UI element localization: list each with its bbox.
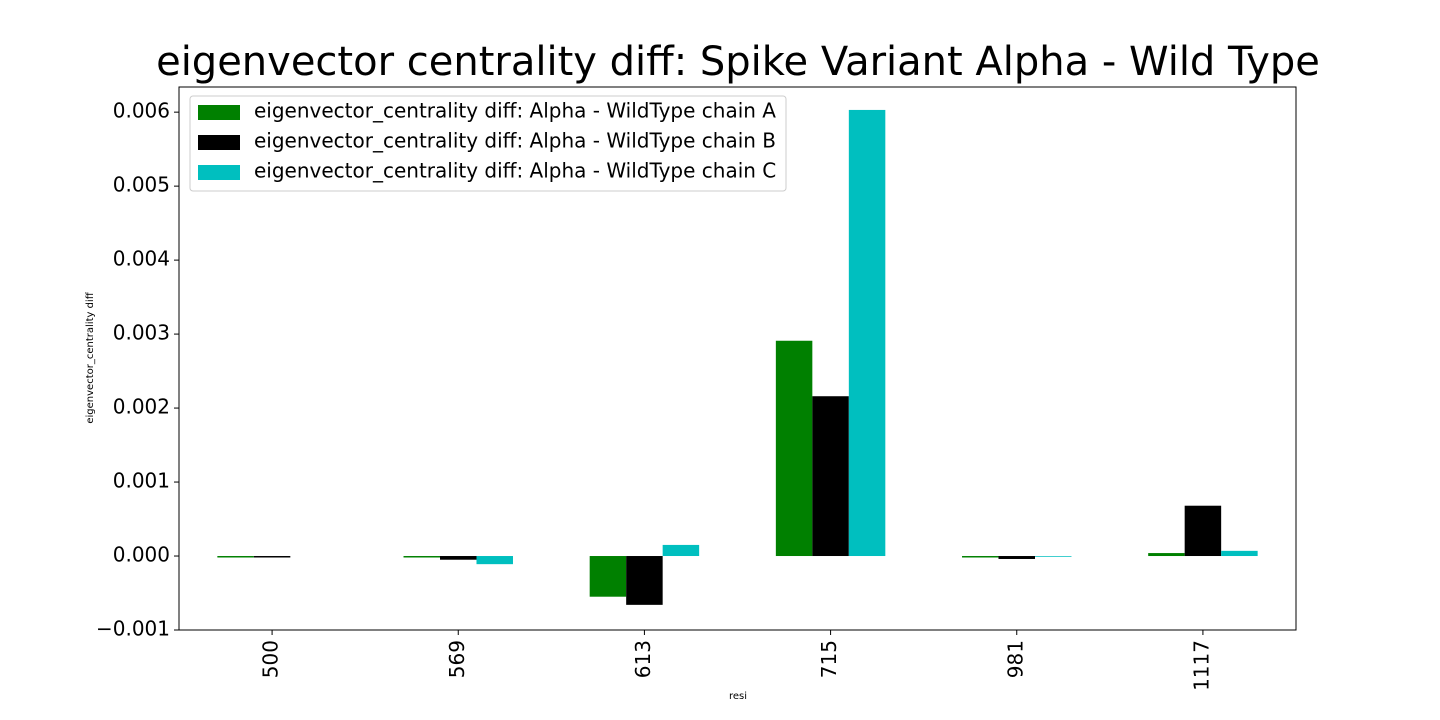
y-tick-label: 0.001 [113, 469, 170, 493]
legend-box [189, 95, 787, 192]
bar [403, 556, 441, 558]
bar [476, 556, 513, 565]
bar [626, 556, 663, 605]
x-tick-label: 500 [259, 640, 283, 678]
y-tick-label: 0.003 [113, 321, 170, 345]
chart-title: eigenvector centrality diff: Spike Varia… [156, 39, 1320, 85]
legend-label: eigenvector_centrality diff: Alpha - Wil… [254, 129, 776, 153]
legend-swatch [198, 135, 240, 150]
x-tick-label: 569 [445, 640, 469, 678]
y-tick-label: 0.000 [113, 543, 170, 567]
legend-label: eigenvector_centrality diff: Alpha - Wil… [254, 159, 776, 183]
plot-frame [178, 86, 1297, 631]
x-tick-label: 715 [817, 640, 841, 678]
x-tick-label: 613 [631, 640, 655, 678]
y-tick-label: −0.001 [96, 617, 170, 641]
bar [1221, 550, 1258, 557]
x-axis-label: resi [729, 691, 747, 702]
y-tick-label: 0.005 [113, 173, 170, 197]
bar [1034, 556, 1072, 557]
y-tick-label: 0.002 [113, 395, 170, 419]
bar [217, 556, 254, 558]
bar [662, 544, 700, 557]
bar [253, 556, 291, 558]
bar [1148, 553, 1185, 557]
legend-label: eigenvector_centrality diff: Alpha - Wil… [254, 99, 776, 123]
legend-swatch [198, 165, 240, 180]
bar [1184, 505, 1222, 557]
bar [589, 556, 627, 597]
bar [440, 556, 477, 560]
bar [962, 556, 999, 558]
bar [812, 396, 849, 557]
y-axis-label: eigenvector_centrality diff [85, 291, 96, 423]
bar [775, 340, 813, 557]
bar [848, 109, 886, 557]
y-tick-label: 0.006 [113, 99, 170, 123]
x-tick-label: 981 [1003, 640, 1027, 678]
legend-swatch [198, 105, 240, 120]
x-tick-label: 1117 [1189, 640, 1213, 691]
y-tick-label: 0.004 [113, 247, 170, 271]
bar [998, 556, 1035, 559]
